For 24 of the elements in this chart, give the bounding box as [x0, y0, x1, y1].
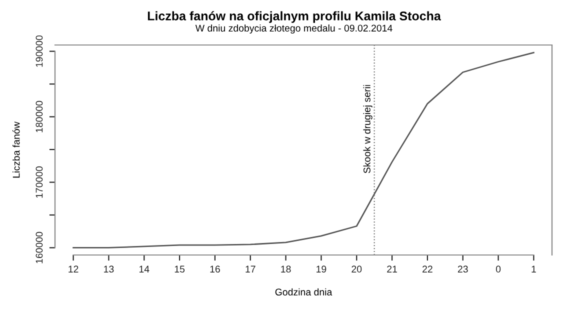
- x-tick-label: 17: [246, 266, 256, 272]
- ref-line-label: Skook w drugiej serii: [363, 85, 372, 174]
- x-tick-label: 16: [210, 266, 220, 273]
- x-tick-label: 19: [316, 266, 326, 273]
- x-tick-label: 1: [532, 266, 536, 272]
- x-tick-label: 18: [281, 266, 291, 273]
- y-axis-title: Liczba fanów: [12, 122, 20, 178]
- y-tick-label: 190000: [36, 35, 43, 67]
- y-tick-label: 170000: [36, 166, 43, 198]
- x-tick-label: 12: [68, 266, 78, 272]
- x-tick-label: 22: [422, 266, 432, 272]
- y-tick-label: 180000: [36, 100, 43, 132]
- x-axis-title: Godzina dnia: [275, 288, 332, 296]
- y-tick-label: 160000: [36, 232, 43, 264]
- line-series: [72, 52, 534, 248]
- chart-subtitle: W dniu zdobycia złotego medalu - 09.02.2014: [195, 24, 392, 34]
- x-tick-label: 14: [139, 266, 150, 272]
- x-tick-label: 20: [352, 266, 362, 273]
- x-tick-label: 13: [104, 266, 114, 273]
- x-tick-label: 21: [387, 266, 397, 272]
- x-tick-label: 0: [496, 266, 501, 273]
- x-tick-label: 15: [174, 266, 185, 273]
- chart-title: Liczba fanów na oficjalnym profilu Kamila Stocha: [148, 11, 441, 23]
- x-tick-label: 23: [458, 266, 468, 273]
